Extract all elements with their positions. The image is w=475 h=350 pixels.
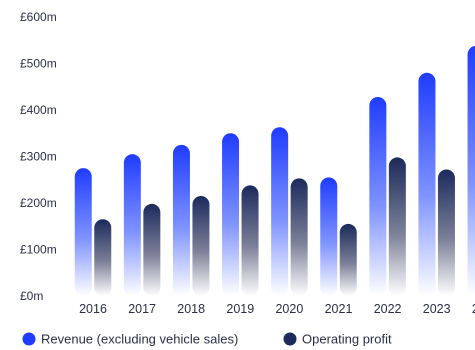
- x-tick-label: 2019: [226, 302, 254, 316]
- y-tick-label: £300m: [20, 150, 57, 164]
- x-tick-label: 2020: [275, 302, 303, 316]
- revenue-bar-2023: [418, 72, 436, 296]
- y-axis: £0m £100m £200m £300m £400m £500m £600m: [20, 10, 57, 303]
- revenue-bar-2024: [467, 45, 475, 296]
- legend-swatch-operating-profit: [283, 332, 297, 346]
- bars: [74, 45, 475, 296]
- operating-profit-bar-2021: [339, 223, 357, 296]
- y-tick-label: £100m: [20, 243, 57, 257]
- revenue-bar-2019: [222, 133, 240, 296]
- operating-profit-bar-2018: [192, 196, 210, 296]
- legend: Revenue (excluding vehicle sales) Operati…: [22, 332, 392, 347]
- operating-profit-bar-2017: [143, 203, 161, 296]
- revenue-bar-2018: [172, 144, 190, 296]
- y-tick-label: £500m: [20, 57, 57, 71]
- y-tick-label: £0m: [20, 289, 43, 303]
- x-tick-label: 2021: [325, 302, 353, 316]
- operating-profit-bar-2023: [437, 169, 455, 296]
- legend-label-revenue: Revenue (excluding vehicle sales): [41, 332, 238, 347]
- x-tick-label: 2022: [374, 302, 402, 316]
- operating-profit-bar-2016: [94, 219, 112, 296]
- revenue-bar-2016: [74, 168, 92, 296]
- legend-swatch-revenue: [22, 332, 36, 346]
- operating-profit-bar-2022: [388, 157, 406, 296]
- x-tick-label: 2016: [79, 302, 107, 316]
- revenue-bar-2020: [271, 127, 289, 296]
- revenue-bar-2022: [369, 96, 387, 296]
- x-tick-label: 2018: [177, 302, 205, 316]
- operating-profit-bar-2020: [290, 178, 308, 296]
- x-tick-label: 2024: [472, 302, 475, 316]
- revenue-bar-2017: [123, 154, 141, 296]
- y-tick-label: £400m: [20, 103, 57, 117]
- operating-profit-bar-2019: [241, 185, 259, 296]
- y-tick-label: £200m: [20, 196, 57, 210]
- revenue-bar-2021: [320, 177, 338, 296]
- x-axis: 2016 2017 2018 2019 2020 2021 2022 2023 2024: [79, 302, 475, 316]
- y-tick-label: £600m: [20, 10, 57, 24]
- x-tick-label: 2017: [128, 302, 156, 316]
- x-tick-label: 2023: [423, 302, 451, 316]
- legend-label-operating-profit: Operating profit: [302, 332, 392, 347]
